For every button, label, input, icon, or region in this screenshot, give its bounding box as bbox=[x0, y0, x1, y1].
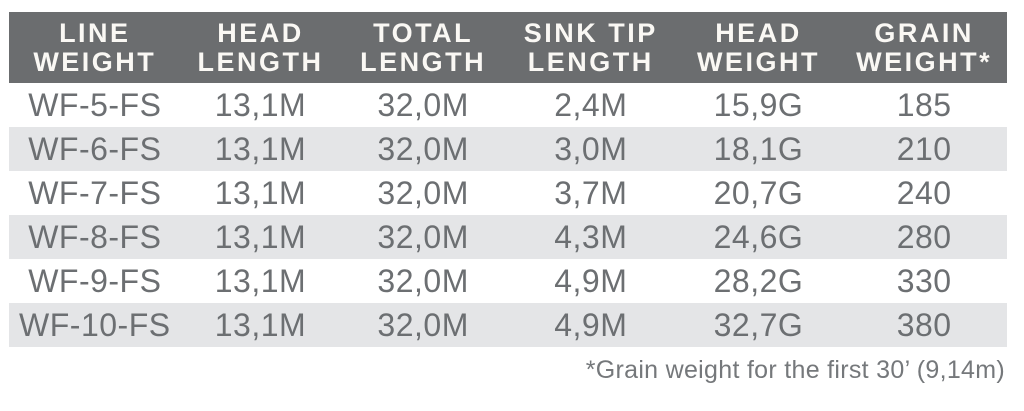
col-header-head-length: HEAD LENGTH bbox=[180, 12, 341, 83]
table-header: LINE WEIGHT HEAD LENGTH TOTAL LENGTH SIN… bbox=[9, 12, 1007, 83]
sink-tip-length-cell: 4,3M bbox=[554, 218, 628, 255]
sink-tip-length-cell: 4,9M bbox=[554, 306, 628, 343]
table-container: LINE WEIGHT HEAD LENGTH TOTAL LENGTH SIN… bbox=[9, 12, 1007, 385]
line-weight-cell: WF-5-FS bbox=[28, 86, 162, 123]
col-header-sink-tip-length: SINK TIP LENGTH bbox=[505, 12, 676, 83]
head-weight-cell: 20,7G bbox=[713, 174, 804, 211]
total-length-cell: 32,0M bbox=[377, 174, 469, 211]
table-row: WF-7-FS 13,1M 32,0M 3,7M 20,7G 240 bbox=[9, 171, 1007, 215]
fly-line-spec-table: LINE WEIGHT HEAD LENGTH TOTAL LENGTH SIN… bbox=[9, 12, 1007, 347]
line-weight-cell: WF-6-FS bbox=[28, 130, 162, 167]
line-weight-cell: WF-9-FS bbox=[28, 262, 162, 299]
head-weight-cell: 15,9G bbox=[713, 86, 804, 123]
grain-weight-cell: 330 bbox=[896, 262, 952, 299]
head-length-cell: 13,1M bbox=[214, 218, 307, 255]
line-weight-cell: WF-8-FS bbox=[28, 218, 162, 255]
col-header-line-weight: LINE WEIGHT bbox=[9, 12, 181, 83]
head-length-cell: 13,1M bbox=[214, 130, 307, 167]
table-row: WF-5-FS 13,1M 32,0M 2,4M 15,9G 185 bbox=[9, 83, 1007, 127]
grain-weight-footnote: *Grain weight for the first 30’ (9,14m) bbox=[585, 356, 1005, 384]
table-row: WF-6-FS 13,1M 32,0M 3,0M 18,1G 210 bbox=[9, 127, 1007, 171]
grain-weight-cell: 240 bbox=[896, 174, 952, 211]
grain-weight-cell: 380 bbox=[896, 306, 952, 343]
col-header-grain-weight: GRAIN WEIGHT* bbox=[841, 12, 1007, 83]
header-row: LINE WEIGHT HEAD LENGTH TOTAL LENGTH SIN… bbox=[9, 12, 1007, 83]
total-length-cell: 32,0M bbox=[377, 130, 469, 167]
grain-weight-cell: 185 bbox=[896, 86, 952, 123]
head-weight-cell: 24,6G bbox=[713, 218, 804, 255]
line-weight-cell: WF-10-FS bbox=[19, 306, 171, 343]
head-weight-cell: 32,7G bbox=[713, 306, 804, 343]
head-length-cell: 13,1M bbox=[214, 306, 307, 343]
grain-weight-cell: 210 bbox=[896, 130, 952, 167]
head-weight-cell: 28,2G bbox=[713, 262, 804, 299]
total-length-cell: 32,0M bbox=[377, 262, 469, 299]
sink-tip-length-cell: 2,4M bbox=[554, 86, 628, 123]
sink-tip-length-cell: 4,9M bbox=[554, 262, 628, 299]
col-header-head-weight: HEAD WEIGHT bbox=[675, 12, 842, 83]
total-length-cell: 32,0M bbox=[377, 306, 469, 343]
head-weight-cell: 18,1G bbox=[713, 130, 804, 167]
grain-weight-cell: 280 bbox=[896, 218, 952, 255]
line-weight-cell: WF-7-FS bbox=[28, 174, 162, 211]
table-row: WF-8-FS 13,1M 32,0M 4,3M 24,6G 280 bbox=[9, 215, 1007, 259]
head-length-cell: 13,1M bbox=[214, 262, 307, 299]
total-length-cell: 32,0M bbox=[377, 218, 469, 255]
head-length-cell: 13,1M bbox=[214, 174, 307, 211]
col-header-total-length: TOTAL LENGTH bbox=[340, 12, 506, 83]
sink-tip-length-cell: 3,7M bbox=[554, 174, 628, 211]
table-body: WF-5-FS 13,1M 32,0M 2,4M 15,9G 185 WF-6-… bbox=[9, 83, 1007, 347]
total-length-cell: 32,0M bbox=[377, 86, 469, 123]
sink-tip-length-cell: 3,0M bbox=[554, 130, 628, 167]
table-row: WF-10-FS 13,1M 32,0M 4,9M 32,7G 380 bbox=[9, 303, 1007, 347]
table-row: WF-9-FS 13,1M 32,0M 4,9M 28,2G 330 bbox=[9, 259, 1007, 303]
head-length-cell: 13,1M bbox=[214, 86, 307, 123]
